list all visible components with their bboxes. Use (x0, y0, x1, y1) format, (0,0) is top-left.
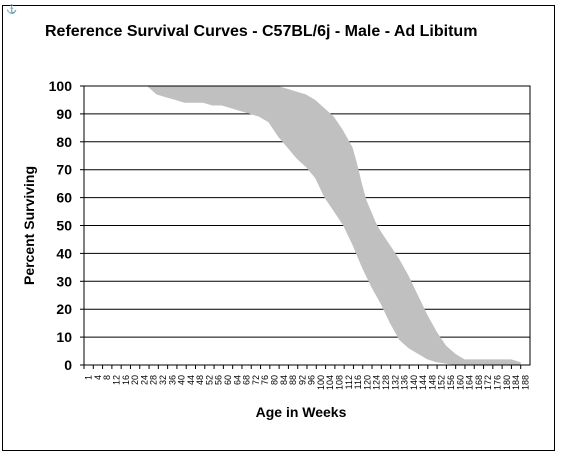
x-tick-label: 76 (260, 375, 270, 385)
x-tick-label: 184 (511, 375, 521, 390)
x-tick-label: 120 (362, 375, 372, 390)
x-tick-label: 140 (409, 375, 419, 390)
x-tick-label: 84 (279, 375, 289, 385)
y-tick-label: 60 (56, 190, 72, 206)
x-tick-label: 164 (465, 375, 475, 390)
x-tick-label: 48 (195, 375, 205, 385)
x-tick-label: 92 (297, 375, 307, 385)
y-tick-label: 0 (64, 357, 72, 373)
x-tick-label: 180 (502, 375, 512, 390)
x-tick-label: 72 (251, 375, 261, 385)
x-tick-label: 132 (390, 375, 400, 390)
x-tick-label: 12 (112, 375, 122, 385)
x-tick-label: 148 (427, 375, 437, 390)
x-tick-label: 24 (139, 375, 149, 385)
x-tick-label: 28 (149, 375, 159, 385)
x-tick-label: 56 (214, 375, 224, 385)
x-tick-label: 8 (102, 375, 112, 380)
x-tick-label: 60 (223, 375, 233, 385)
x-tick-label: 172 (483, 375, 493, 390)
y-tick-label: 20 (56, 301, 72, 317)
x-tick-label: 128 (381, 375, 391, 390)
y-tick-label: 80 (56, 134, 72, 150)
x-tick-label: 80 (269, 375, 279, 385)
x-axis-label: Age in Weeks (256, 404, 347, 420)
x-tick-label: 36 (167, 375, 177, 385)
y-tick-label: 10 (56, 329, 72, 345)
chart-title: Reference Survival Curves - C57BL/6j - M… (45, 23, 478, 40)
chart-frame: ⚓ (2, 4, 555, 451)
x-tick-label: 68 (242, 375, 252, 385)
x-tick-label: 108 (335, 375, 345, 390)
survival-band-area (147, 86, 521, 365)
x-tick-label: 136 (400, 375, 410, 390)
x-tick-label: 4 (93, 375, 103, 380)
x-tick-label: 88 (288, 375, 298, 385)
x-tick-label: 176 (492, 375, 502, 390)
x-tick-label: 96 (307, 375, 317, 385)
x-tick-label: 100 (316, 375, 326, 390)
y-tick-label: 50 (56, 218, 72, 234)
x-tick-label: 112 (344, 375, 354, 389)
y-axis-label: Percent Surviving (21, 166, 37, 285)
x-tick-label: 32 (158, 375, 168, 385)
x-tick-label: 188 (520, 375, 530, 390)
x-tick-label: 152 (437, 375, 447, 390)
x-tick-label: 124 (372, 375, 382, 390)
x-tick-label: 52 (204, 375, 214, 385)
x-tick-label: 116 (353, 375, 363, 389)
y-tick-label: 90 (56, 106, 72, 122)
x-tick-label: 156 (446, 375, 456, 390)
x-tick-label: 104 (325, 375, 335, 390)
x-tick-label: 144 (418, 375, 428, 390)
anchor-icon: ⚓ (6, 4, 18, 14)
x-axis-ticks: 1 4 8 12 16 20 24 28 32 36 40 44 48 52 56 60 64 68 72 76 80 8… (83, 365, 530, 390)
x-tick-label: 20 (130, 375, 140, 385)
x-tick-label: 16 (121, 375, 131, 385)
y-tick-label: 70 (56, 162, 72, 178)
x-tick-label: 168 (474, 375, 484, 390)
x-tick-label: 1 (84, 375, 94, 380)
x-tick-label: 40 (177, 375, 187, 385)
y-tick-label: 30 (56, 273, 72, 289)
x-tick-label: 160 (455, 375, 465, 390)
y-tick-label: 40 (56, 245, 72, 261)
x-tick-label: 44 (186, 375, 196, 385)
x-tick-label: 64 (232, 375, 242, 385)
y-axis-ticks: 0 10 20 30 40 50 60 70 80 90 100 (49, 78, 84, 373)
y-tick-label: 100 (49, 78, 73, 94)
